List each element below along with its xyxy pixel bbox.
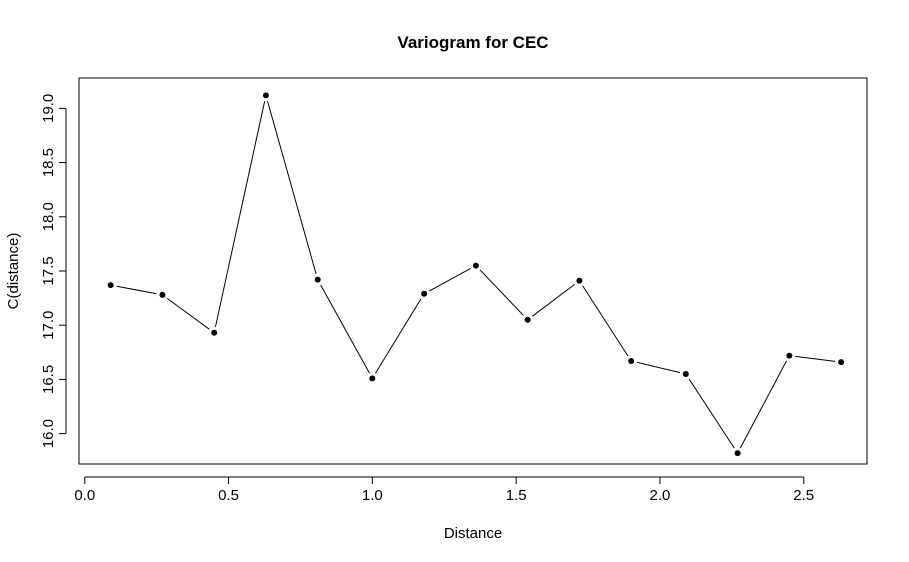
data-point bbox=[314, 276, 321, 283]
plot-area-frame bbox=[78, 77, 868, 465]
data-point bbox=[524, 316, 531, 323]
data-point bbox=[421, 290, 428, 297]
series-line-segment bbox=[475, 265, 529, 321]
y-tick-label: 18.0 bbox=[40, 202, 57, 231]
y-axis: 16.0 16.5 17.0 17.5 18.0 18.5 19.0 bbox=[40, 94, 67, 448]
x-tick-label: 2.5 bbox=[793, 487, 814, 504]
data-point bbox=[159, 291, 166, 298]
y-tick-label: 19.0 bbox=[40, 94, 57, 123]
y-tick-label: 18.5 bbox=[40, 148, 57, 177]
series-line-segment bbox=[631, 360, 686, 375]
data-point bbox=[628, 357, 635, 364]
data-point bbox=[369, 375, 376, 382]
series-line-segment bbox=[371, 293, 425, 379]
x-tick-label: 2.0 bbox=[650, 487, 671, 504]
series-line-segment bbox=[527, 280, 580, 321]
x-tick-label: 1.0 bbox=[362, 487, 383, 504]
x-axis-label: Distance bbox=[444, 525, 502, 542]
data-point bbox=[786, 352, 793, 359]
y-tick-label: 16.5 bbox=[40, 365, 57, 394]
series-line-segment bbox=[789, 355, 842, 363]
y-tick-label: 17.5 bbox=[40, 256, 57, 285]
series-line-segment bbox=[685, 373, 739, 454]
data-point bbox=[734, 450, 741, 457]
data-point bbox=[211, 329, 218, 336]
x-tick-label: 1.5 bbox=[506, 487, 527, 504]
data-point bbox=[472, 262, 479, 269]
y-tick-label: 17.0 bbox=[40, 311, 57, 340]
data-point bbox=[107, 282, 114, 289]
data-point bbox=[838, 359, 845, 366]
series-line-segment bbox=[317, 279, 373, 379]
series-line-segment bbox=[110, 284, 163, 296]
y-tick-label: 16.0 bbox=[40, 419, 57, 448]
series-layer bbox=[104, 89, 848, 460]
y-axis-label: C(distance) bbox=[5, 233, 22, 310]
chart-title: Variogram for CEC bbox=[397, 33, 548, 52]
series-line-segment bbox=[162, 294, 215, 334]
x-tick-label: 0.5 bbox=[218, 487, 239, 504]
series-line-segment bbox=[265, 95, 319, 280]
series-line-segment bbox=[423, 265, 477, 295]
series-line-segment bbox=[578, 280, 632, 362]
x-axis: 0.0 0.5 1.0 1.5 2.0 2.5 bbox=[74, 476, 814, 504]
series-line-segment bbox=[737, 355, 790, 454]
data-point bbox=[576, 277, 583, 284]
data-point bbox=[262, 92, 269, 99]
series-line-segment bbox=[213, 95, 267, 333]
x-tick-label: 0.0 bbox=[74, 487, 95, 504]
data-point bbox=[682, 371, 689, 378]
